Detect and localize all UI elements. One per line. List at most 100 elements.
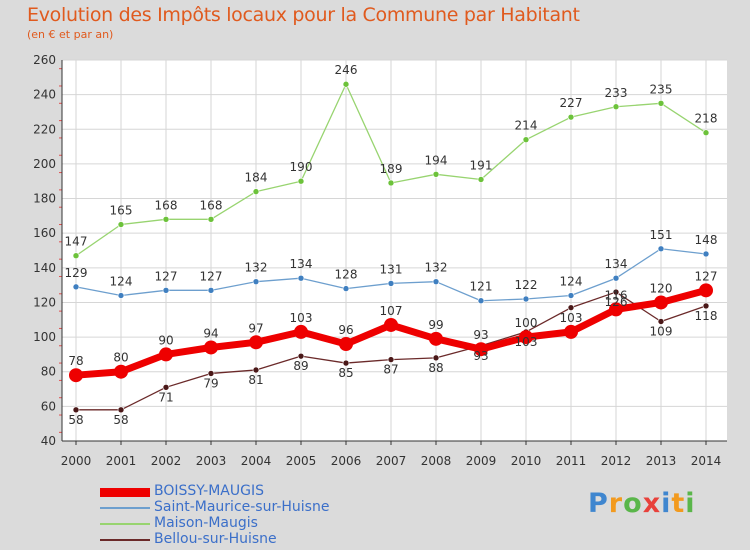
data-point-boissy-maugis	[294, 324, 308, 339]
data-point-bellou-sur-huisne	[162, 384, 170, 391]
data-point-saint-maurice-sur-huisne	[297, 274, 305, 282]
x-tick-label: 2006	[331, 454, 362, 468]
y-tick-label: 220	[33, 122, 56, 136]
data-point-bellou-sur-huisne	[432, 354, 440, 362]
data-point-bellou-sur-huisne	[612, 288, 620, 296]
logo-letter: P	[588, 488, 609, 519]
data-label-bellou-sur-huisne: 58	[113, 413, 128, 427]
data-point-boissy-maugis	[339, 337, 353, 352]
data-label-bellou-sur-huisne: 71	[158, 390, 173, 404]
data-point-maison-maugis	[432, 171, 440, 178]
data-label-saint-maurice-sur-huisne: 132	[425, 261, 448, 275]
data-point-boissy-maugis	[429, 331, 443, 346]
y-tick-label: 40	[41, 434, 56, 448]
data-label-saint-maurice-sur-huisne: 129	[65, 266, 88, 280]
data-label-boissy-maugis: 99	[428, 318, 443, 332]
y-tick-label: 200	[33, 157, 56, 171]
data-label-maison-maugis: 246	[335, 63, 358, 77]
x-tick-label: 2012	[601, 454, 632, 468]
data-point-maison-maugis	[162, 216, 170, 223]
data-label-bellou-sur-huisne: 58	[68, 413, 83, 427]
data-point-saint-maurice-sur-huisne	[522, 295, 530, 303]
data-label-saint-maurice-sur-huisne: 134	[290, 257, 313, 271]
data-label-maison-maugis: 168	[155, 198, 178, 212]
data-label-boissy-maugis: 97	[248, 321, 263, 335]
data-label-bellou-sur-huisne: 93	[473, 349, 488, 363]
data-label-saint-maurice-sur-huisne: 131	[380, 262, 403, 276]
legend-item-maison-maugis: Maison-Maugis	[100, 515, 460, 532]
data-label-maison-maugis: 214	[515, 119, 538, 133]
x-tick-label: 2008	[421, 454, 452, 468]
data-point-maison-maugis	[477, 176, 485, 183]
data-point-maison-maugis	[252, 188, 260, 195]
x-tick-label: 2010	[511, 454, 542, 468]
data-label-boissy-maugis: 93	[473, 328, 488, 342]
data-point-bellou-sur-huisne	[657, 318, 665, 325]
data-label-maison-maugis: 190	[290, 160, 313, 174]
data-point-boissy-maugis	[474, 342, 488, 357]
data-label-boissy-maugis: 90	[158, 333, 173, 347]
data-label-maison-maugis: 194	[425, 153, 448, 167]
legend-swatch	[100, 539, 150, 541]
data-point-boissy-maugis	[384, 317, 398, 332]
x-tick-label: 2005	[286, 454, 317, 468]
legend-label: Bellou-sur-Huisne	[154, 531, 277, 547]
data-point-saint-maurice-sur-huisne	[477, 297, 485, 305]
data-point-bellou-sur-huisne	[342, 359, 350, 367]
legend-label: Saint-Maurice-sur-Huisne	[154, 499, 330, 515]
data-point-saint-maurice-sur-huisne	[432, 278, 440, 285]
data-label-boissy-maugis: 103	[560, 311, 583, 325]
data-point-maison-maugis	[72, 252, 80, 259]
data-label-saint-maurice-sur-huisne: 124	[110, 275, 133, 289]
legend: BOISSY-MAUGIS Saint-Maurice-sur-Huisne M…	[100, 483, 460, 548]
data-point-saint-maurice-sur-huisne	[342, 285, 350, 292]
data-point-maison-maugis	[342, 80, 350, 88]
x-tick-label: 2011	[556, 454, 587, 468]
data-point-maison-maugis	[387, 179, 395, 187]
logo-letter: t	[671, 488, 686, 519]
data-point-boissy-maugis	[564, 324, 578, 339]
y-tick-label: 140	[33, 261, 56, 275]
data-label-boissy-maugis: 96	[338, 323, 353, 337]
data-label-bellou-sur-huisne: 79	[203, 376, 218, 390]
data-label-bellou-sur-huisne: 118	[695, 309, 718, 323]
data-label-saint-maurice-sur-huisne: 132	[245, 261, 268, 275]
data-point-saint-maurice-sur-huisne	[567, 292, 575, 299]
data-point-maison-maugis	[522, 136, 530, 143]
data-point-bellou-sur-huisne	[567, 304, 575, 311]
data-labels: 147 165 168 168 184 190 246 189 194 191 214 227 233 2…	[65, 63, 718, 427]
x-tick-label: 2003	[196, 454, 227, 468]
plot-area	[62, 60, 727, 441]
data-point-saint-maurice-sur-huisne	[72, 283, 80, 291]
data-point-boissy-maugis	[519, 330, 533, 345]
legend-swatch	[100, 523, 150, 525]
data-point-bellou-sur-huisne	[207, 370, 215, 377]
y-tick-label: 100	[33, 330, 56, 344]
legend-label: BOISSY-MAUGIS	[154, 483, 264, 499]
data-point-bellou-sur-huisne	[72, 406, 80, 414]
x-tick-label: 2000	[61, 454, 92, 468]
data-label-saint-maurice-sur-huisne: 121	[470, 280, 493, 294]
data-point-bellou-sur-huisne	[297, 352, 305, 360]
data-point-bellou-sur-huisne	[252, 366, 260, 374]
data-label-bellou-sur-huisne: 89	[293, 359, 308, 373]
y-tick-label: 260	[33, 53, 56, 67]
data-label-bellou-sur-huisne: 126	[605, 295, 628, 309]
data-label-bellou-sur-huisne: 85	[338, 366, 353, 380]
legend-item-saint-maurice-sur-huisne: Saint-Maurice-sur-Huisne	[100, 499, 460, 516]
logo-letter: i	[661, 488, 672, 519]
data-point-boissy-maugis	[159, 347, 173, 362]
legend-item-boissy-maugis: BOISSY-MAUGIS	[100, 483, 460, 500]
data-label-bellou-sur-huisne: 109	[650, 325, 673, 339]
data-point-saint-maurice-sur-huisne	[657, 245, 665, 253]
data-label-saint-maurice-sur-huisne: 127	[155, 269, 178, 283]
data-point-saint-maurice-sur-huisne	[702, 250, 710, 258]
data-label-maison-maugis: 233	[605, 86, 628, 100]
x-tick-label: 2009	[466, 454, 497, 468]
data-label-saint-maurice-sur-huisne: 122	[515, 278, 538, 292]
data-point-saint-maurice-sur-huisne	[117, 292, 125, 299]
data-point-saint-maurice-sur-huisne	[252, 278, 260, 285]
data-label-maison-maugis: 184	[245, 171, 268, 185]
data-point-saint-maurice-sur-huisne	[612, 274, 620, 282]
